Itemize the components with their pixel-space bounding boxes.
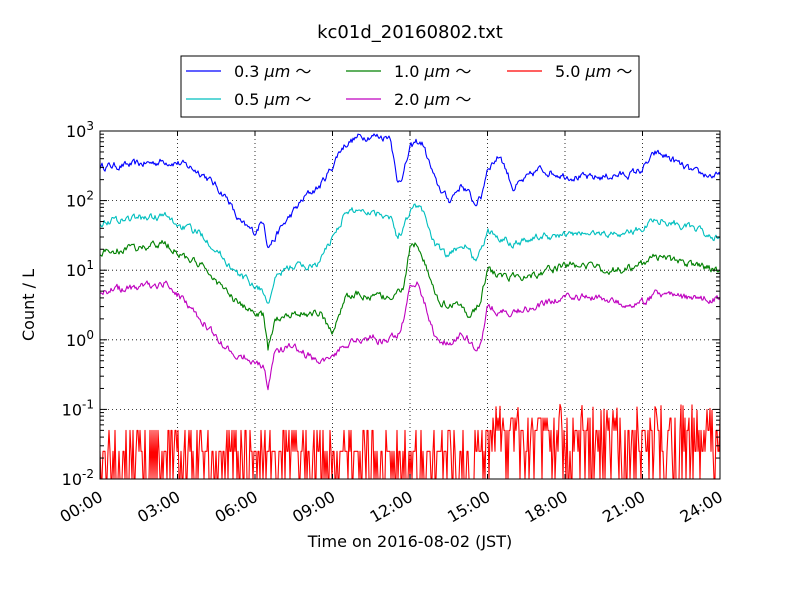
- x-axis-label: Time on 2016-08-02 (JST): [307, 532, 512, 551]
- legend-entries: 0.3 μm ～ 0.5 μm ～ 1.0 μm ～ 2.0 μm ～ 5.0 μm ～: [186, 62, 632, 109]
- legend-label: 2.0 μm ～: [394, 90, 471, 109]
- series-line-1: [99, 203, 721, 304]
- y-tick-label: 102: [66, 189, 94, 211]
- legend-box: [180, 55, 640, 118]
- legend-label: 5.0 μm ～: [555, 62, 632, 81]
- series-line-2: [99, 239, 721, 351]
- y-axis-label: Count / L: [19, 269, 38, 341]
- legend: 0.3 μm ～ 0.5 μm ～ 1.0 μm ～ 2.0 μm ～ 5.0 μm ～: [180, 55, 640, 118]
- y-tick-label: 101: [66, 258, 94, 280]
- y-tick-label: 10-2: [62, 467, 94, 489]
- legend-label: 0.3 μm ～: [234, 62, 311, 81]
- series-line-0: [99, 133, 721, 249]
- y-tick-label: 10-1: [62, 397, 94, 419]
- series-line-3: [99, 280, 721, 391]
- y-tick-label: 103: [66, 119, 94, 141]
- chart-title: kc01d_20160802.txt: [317, 22, 503, 43]
- y-tick-label: 100: [66, 328, 94, 350]
- legend-label: 0.5 μm ～: [234, 90, 311, 109]
- legend-label: 1.0 μm ～: [394, 62, 471, 81]
